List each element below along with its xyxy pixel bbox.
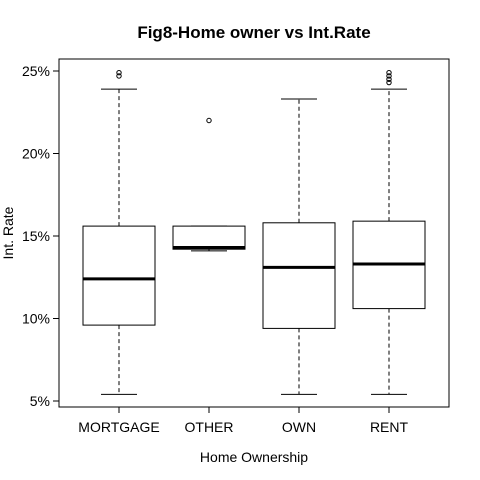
x-axis-label: Home Ownership bbox=[200, 449, 308, 465]
outlier-point bbox=[386, 79, 392, 86]
x-tick-label: RENT bbox=[370, 419, 409, 435]
y-tick-label: 5% bbox=[30, 393, 50, 409]
y-tick-label: 20% bbox=[22, 146, 50, 162]
box-other bbox=[172, 117, 246, 252]
plot-area-frame bbox=[58, 58, 450, 408]
iqr-box bbox=[262, 222, 336, 329]
iqr-box bbox=[82, 225, 156, 326]
outlier-point bbox=[116, 73, 122, 79]
outlier-point bbox=[116, 69, 122, 76]
iqr-box bbox=[172, 225, 246, 250]
chart-title: Fig8-Home owner vs Int.Rate bbox=[137, 23, 370, 42]
x-tick-label: OWN bbox=[282, 419, 316, 435]
outlier-point bbox=[206, 117, 212, 124]
y-tick-label: 25% bbox=[22, 63, 50, 79]
box-rent bbox=[352, 69, 426, 395]
y-tick-label: 15% bbox=[22, 228, 50, 244]
box-own bbox=[262, 98, 336, 395]
x-tick-label: MORTGAGE bbox=[78, 419, 159, 435]
x-tick-label: OTHER bbox=[185, 419, 234, 435]
outlier-point bbox=[386, 76, 392, 82]
y-axis-label: Int. Rate bbox=[0, 206, 16, 259]
outlier-point bbox=[386, 69, 392, 76]
y-tick-label: 10% bbox=[22, 311, 50, 327]
box-mortgage bbox=[82, 69, 156, 395]
y-axis: 5% 10% 15% 20% 25% bbox=[22, 63, 59, 409]
x-axis: MORTGAGE OTHER OWN RENT bbox=[78, 407, 408, 435]
boxes-layer bbox=[82, 69, 426, 395]
outlier-point bbox=[386, 73, 392, 79]
